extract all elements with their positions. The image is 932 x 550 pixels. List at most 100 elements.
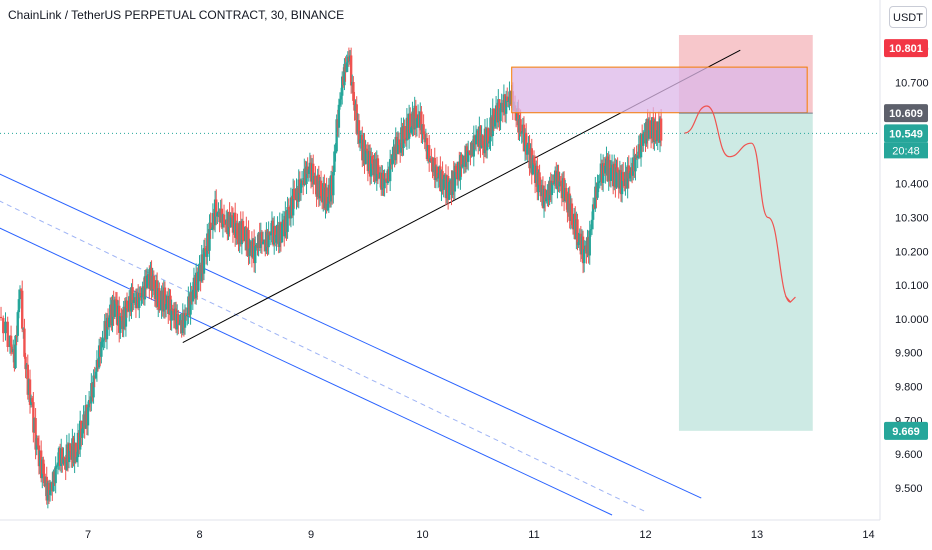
candle-body — [333, 151, 336, 172]
candle-body — [588, 230, 591, 256]
price-tick-label: 10.400 — [895, 179, 929, 191]
price-tick-label: 9.900 — [895, 348, 923, 360]
candle-body — [642, 133, 645, 146]
candle-body — [4, 321, 7, 334]
candle-body — [570, 203, 574, 226]
candle-body — [210, 229, 213, 231]
candle-body — [287, 207, 290, 210]
candle-body — [526, 144, 529, 155]
currency-button[interactable]: USDT — [889, 6, 927, 28]
candle-body — [286, 207, 289, 232]
candle-body — [468, 150, 471, 153]
candle-body — [488, 141, 491, 144]
candle-body — [241, 220, 245, 240]
channel-mid-line — [0, 200, 646, 513]
candle-body — [531, 157, 535, 175]
candle-body — [339, 95, 343, 100]
chart-title: ChainLink / TetherUS PERPETUAL CONTRACT,… — [8, 8, 345, 22]
candle-body — [396, 139, 400, 154]
candle-body — [454, 165, 458, 172]
time-tick-label: 8 — [196, 529, 202, 541]
entry-price-label-bg — [884, 104, 928, 123]
candle-body — [403, 126, 406, 140]
candle-body — [19, 289, 23, 291]
candle-body — [319, 180, 323, 197]
candle-body — [576, 219, 579, 246]
price-tick-label: 10.200 — [895, 246, 929, 258]
candle-body — [430, 158, 433, 162]
candle-body — [326, 203, 329, 211]
candle-body — [627, 165, 630, 179]
candle-body — [325, 187, 328, 211]
candle-body — [349, 55, 353, 86]
candle-body — [410, 127, 413, 133]
candle-body — [34, 418, 37, 450]
candle-body — [355, 104, 358, 135]
candle-body — [493, 119, 497, 127]
candle-body — [654, 121, 657, 142]
candle-body — [335, 119, 338, 152]
channel-lower-line — [0, 227, 613, 516]
candle-body — [383, 178, 386, 189]
time-axis[interactable]: 7 8 9 10 11 12 13 14 — [85, 529, 875, 541]
price-tick-label: 10.000 — [895, 314, 929, 326]
candle-body — [267, 231, 270, 248]
candle-body — [370, 155, 373, 177]
candle-body — [461, 164, 464, 167]
candle-body — [397, 139, 401, 145]
stop-price-label: 10.801 — [889, 43, 923, 55]
candle-body — [191, 289, 195, 302]
candle-body — [474, 135, 478, 145]
candle-body — [189, 291, 192, 315]
candle-body — [504, 96, 508, 114]
candle-body — [648, 120, 652, 131]
candle-body — [460, 155, 463, 167]
candle-body — [125, 300, 129, 309]
candle-body — [260, 232, 264, 245]
candle-body — [609, 167, 613, 181]
candle-body — [459, 155, 462, 180]
candle-body — [341, 76, 344, 96]
candle-body — [499, 108, 502, 122]
candle-body — [17, 299, 21, 313]
target-zone — [678, 113, 813, 431]
candle-body — [31, 398, 34, 403]
candle-body — [132, 299, 135, 303]
candle-body — [247, 230, 250, 256]
target-price-label: 9.669 — [892, 426, 920, 438]
candle-body — [81, 428, 84, 438]
candle-body — [557, 171, 560, 187]
stop-price-label-bg — [884, 39, 928, 58]
candles — [0, 47, 663, 509]
candle-body — [274, 226, 277, 243]
candle-body — [139, 293, 142, 298]
candle-body — [352, 81, 355, 101]
candle-body — [24, 356, 27, 370]
candle-body — [507, 100, 510, 102]
candle-body — [532, 157, 536, 164]
candle-body — [487, 128, 490, 144]
candle-body — [164, 304, 168, 310]
candle-body — [55, 465, 58, 467]
candle-body — [28, 379, 32, 405]
candle-body — [338, 99, 342, 105]
candle-body — [520, 132, 523, 134]
candle-body — [550, 181, 554, 195]
candle-body — [409, 113, 412, 133]
price-tick-label: 10.100 — [895, 280, 929, 292]
candle-body — [524, 132, 528, 155]
candle-body — [32, 402, 35, 433]
candle-body — [197, 271, 200, 291]
candle-body — [119, 316, 122, 333]
candle-body — [208, 222, 211, 251]
candle-body — [427, 145, 431, 162]
candle-body — [222, 214, 226, 224]
candle-body — [21, 290, 24, 329]
candle-body — [615, 167, 618, 188]
time-tick-label: 10 — [416, 529, 428, 541]
candle-body — [589, 229, 593, 231]
candle-body — [565, 188, 568, 201]
candle-body — [636, 155, 639, 158]
candle-body — [223, 223, 227, 225]
